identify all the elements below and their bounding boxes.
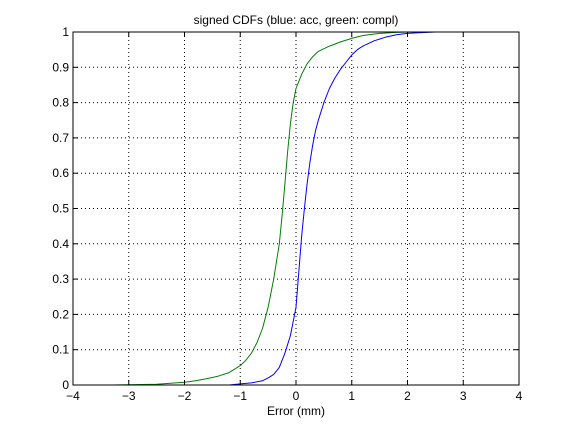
x-tick-label: 3: [460, 389, 467, 403]
y-tick-label: 0.7: [52, 131, 69, 145]
chart-title: signed CDFs (blue: acc, green: compl): [194, 13, 399, 27]
y-tick-labels: 0 0.1 0.2 0.3 0.4 0.5 0.6 0.7 0.8 0.9 1: [52, 25, 69, 392]
x-tick-labels: −4 −3 −2 −1 0 1 2 3 4: [66, 389, 523, 403]
y-tick-label: 1: [62, 25, 69, 39]
x-tick-label: 0: [293, 389, 300, 403]
x-tick-label: 4: [516, 389, 523, 403]
x-tick-label: −4: [66, 389, 80, 403]
x-tick-label: −2: [178, 389, 192, 403]
x-axis-title: Error (mm): [267, 404, 325, 418]
y-tick-label: 0.1: [52, 343, 69, 357]
y-tick-label: 0.4: [52, 237, 69, 251]
y-tick-label: 0.2: [52, 307, 69, 321]
x-tick-label: −3: [122, 389, 136, 403]
grid-lines: [73, 32, 519, 385]
y-tick-label: 0.6: [52, 166, 69, 180]
y-tick-label: 0.5: [52, 202, 69, 216]
x-tick-label: −1: [233, 389, 247, 403]
y-tick-label: 0: [62, 378, 69, 392]
series-line-blue: [212, 31, 464, 386]
y-tick-label: 0.8: [52, 96, 69, 110]
y-tick-label: 0.9: [52, 60, 69, 74]
x-tick-label: 2: [404, 389, 411, 403]
series-lines: [111, 31, 464, 386]
x-tick-label: 1: [348, 389, 355, 403]
series-line-green: [111, 31, 408, 386]
y-tick-label: 0.3: [52, 272, 69, 286]
tick-marks: [72, 31, 520, 386]
